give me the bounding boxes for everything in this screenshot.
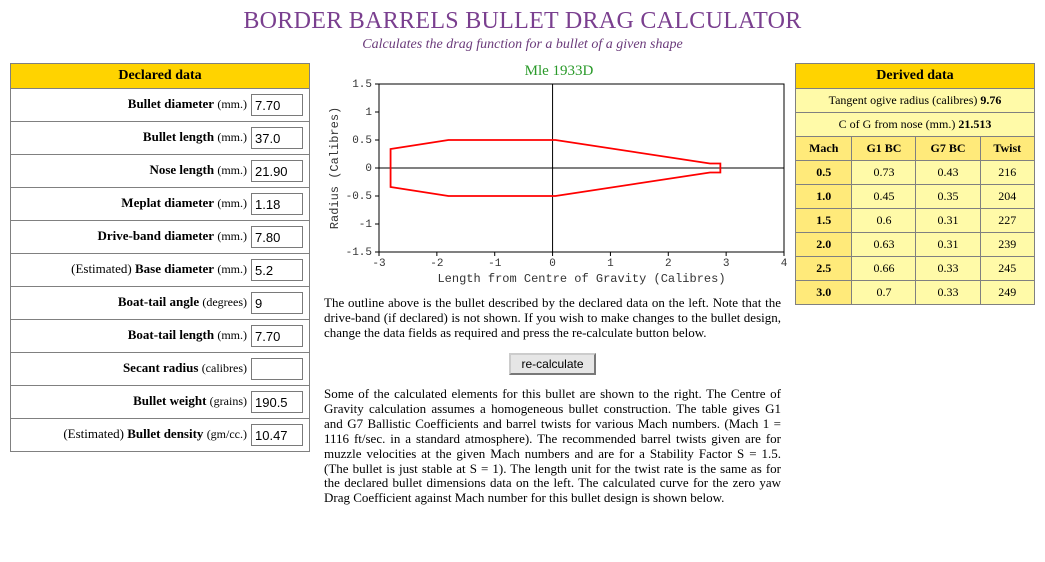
page-subtitle: Calculates the drag function for a bulle… — [10, 37, 1035, 53]
derived-info-1: Tangent ogive radius (calibres) 9.76 — [796, 89, 1035, 113]
declared-row: Meplat diameter (mm.) — [11, 188, 310, 221]
derived-col: G1 BC — [852, 137, 916, 161]
svg-text:Length from Centre of Gravity: Length from Centre of Gravity (Calibres) — [437, 272, 725, 286]
page-title: BORDER BARRELS BULLET DRAG CALCULATOR — [10, 8, 1035, 35]
declared-header: Declared data — [11, 64, 310, 89]
declared-input[interactable] — [251, 358, 303, 380]
derived-value-cell: 0.73 — [852, 161, 916, 185]
declared-row: Bullet length (mm.) — [11, 122, 310, 155]
derived-col: Twist — [980, 137, 1034, 161]
svg-text:-1.5: -1.5 — [346, 247, 372, 259]
svg-text:-0.5: -0.5 — [346, 191, 372, 203]
derived-mach-cell: 1.5 — [796, 209, 852, 233]
svg-text:1: 1 — [607, 258, 614, 270]
declared-input[interactable] — [251, 391, 303, 413]
svg-text:1: 1 — [365, 107, 372, 119]
declared-row: Drive-band diameter (mm.) — [11, 221, 310, 254]
derived-value-cell: 0.31 — [916, 233, 980, 257]
derived-mach-cell: 1.0 — [796, 185, 852, 209]
declared-row: (Estimated) Bullet density (gm/cc.) — [11, 419, 310, 452]
svg-text:0: 0 — [365, 163, 372, 175]
derived-value-cell: 249 — [980, 281, 1034, 305]
derived-value-cell: 0.35 — [916, 185, 980, 209]
svg-text:-1: -1 — [359, 219, 373, 231]
svg-text:-2: -2 — [430, 258, 443, 270]
derived-mach-cell: 0.5 — [796, 161, 852, 185]
svg-text:1.5: 1.5 — [352, 79, 372, 91]
svg-text:0: 0 — [549, 258, 556, 270]
declared-input[interactable] — [251, 292, 303, 314]
derived-mach-cell: 2.0 — [796, 233, 852, 257]
derived-value-cell: 0.63 — [852, 233, 916, 257]
declared-input[interactable] — [251, 424, 303, 446]
declared-data-table: Declared data Bullet diameter (mm.)Bulle… — [10, 63, 310, 452]
derived-value-cell: 0.66 — [852, 257, 916, 281]
derived-value-cell: 239 — [980, 233, 1034, 257]
derived-value-cell: 216 — [980, 161, 1034, 185]
derived-value-cell: 0.33 — [916, 257, 980, 281]
derived-data-table: Derived data Tangent ogive radius (calib… — [795, 63, 1035, 305]
derived-col: G7 BC — [916, 137, 980, 161]
svg-text:0.5: 0.5 — [352, 135, 372, 147]
svg-text:2: 2 — [665, 258, 672, 270]
declared-input[interactable] — [251, 94, 303, 116]
derived-mach-cell: 3.0 — [796, 281, 852, 305]
results-description: Some of the calculated elements for this… — [324, 387, 781, 507]
declared-row: Nose length (mm.) — [11, 155, 310, 188]
declared-row: Boat-tail length (mm.) — [11, 320, 310, 353]
derived-header: Derived data — [796, 64, 1035, 89]
svg-text:3: 3 — [723, 258, 730, 270]
recalculate-button[interactable]: re-calculate — [509, 353, 595, 375]
declared-row: Boat-tail angle (degrees) — [11, 287, 310, 320]
derived-value-cell: 0.6 — [852, 209, 916, 233]
derived-mach-cell: 2.5 — [796, 257, 852, 281]
derived-value-cell: 245 — [980, 257, 1034, 281]
chart-description: The outline above is the bullet describe… — [324, 296, 781, 341]
derived-value-cell: 0.45 — [852, 185, 916, 209]
declared-row: Bullet weight (grains) — [11, 386, 310, 419]
derived-value-cell: 0.33 — [916, 281, 980, 305]
declared-input[interactable] — [251, 325, 303, 347]
declared-input[interactable] — [251, 193, 303, 215]
derived-value-cell: 0.31 — [916, 209, 980, 233]
derived-value-cell: 0.43 — [916, 161, 980, 185]
derived-value-cell: 227 — [980, 209, 1034, 233]
svg-text:-3: -3 — [372, 258, 385, 270]
declared-row: (Estimated) Base diameter (mm.) — [11, 254, 310, 287]
svg-text:Radius (Calibres): Radius (Calibres) — [328, 107, 342, 229]
declared-input[interactable] — [251, 160, 303, 182]
declared-input[interactable] — [251, 226, 303, 248]
svg-text:-1: -1 — [488, 258, 502, 270]
svg-text:4: 4 — [781, 258, 788, 270]
derived-col: Mach — [796, 137, 852, 161]
declared-input[interactable] — [251, 127, 303, 149]
derived-info-2: C of G from nose (mm.) 21.513 — [796, 113, 1035, 137]
declared-row: Bullet diameter (mm.) — [11, 89, 310, 122]
bullet-outline-chart: -3 -2 -1 0 1 2 3 4 -1.5 -1 -0.5 0 0.5 1 1.5 Length from… — [324, 78, 794, 288]
declared-input[interactable] — [251, 259, 303, 281]
declared-row: Secant radius (calibres) — [11, 353, 310, 386]
derived-value-cell: 204 — [980, 185, 1034, 209]
derived-value-cell: 0.7 — [852, 281, 916, 305]
